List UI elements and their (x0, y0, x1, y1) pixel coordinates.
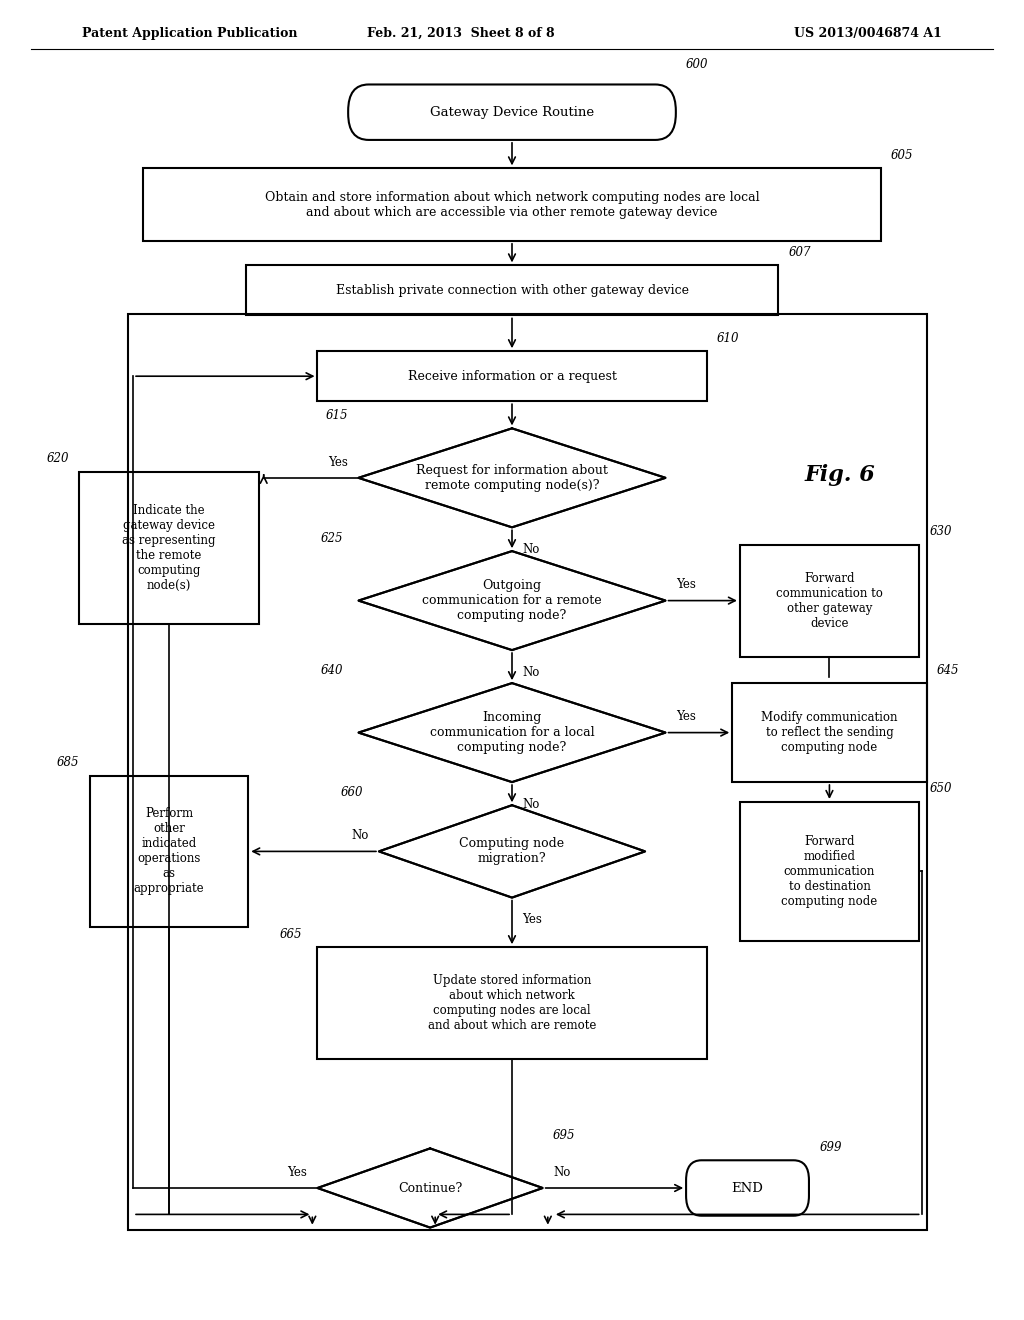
Bar (80, 473, 258, 624)
Text: Feb. 21, 2013  Sheet 8 of 8: Feb. 21, 2013 Sheet 8 of 8 (367, 26, 555, 40)
Text: 600: 600 (686, 58, 709, 71)
Text: Yes: Yes (329, 455, 348, 469)
Text: 645: 645 (937, 664, 959, 676)
Bar (143, 168, 881, 242)
Text: Patent Application Publication: Patent Application Publication (82, 26, 297, 40)
FancyBboxPatch shape (686, 1160, 809, 1216)
Text: Indicate the
gateway device
as representing
the remote
computing
node(s): Indicate the gateway device as represent… (122, 504, 216, 591)
Polygon shape (358, 684, 666, 781)
Text: 685: 685 (57, 756, 80, 768)
Bar (732, 682, 927, 781)
Text: 640: 640 (321, 664, 343, 676)
Text: 610: 610 (717, 331, 739, 345)
Bar (317, 948, 707, 1059)
Text: No: No (522, 544, 540, 556)
Text: Obtain and store information about which network computing nodes are local
and a: Obtain and store information about which… (264, 190, 760, 219)
Text: Yes: Yes (676, 710, 695, 723)
Text: No: No (522, 665, 540, 678)
Text: Update stored information
about which network
computing nodes are local
and abou: Update stored information about which ne… (428, 974, 596, 1032)
Text: Perform
other
indicated
operations
as
appropriate: Perform other indicated operations as ap… (134, 808, 204, 895)
Text: 625: 625 (321, 532, 343, 544)
Text: Fig. 6: Fig. 6 (804, 465, 876, 486)
Text: END: END (731, 1181, 764, 1195)
Text: 605: 605 (891, 149, 913, 162)
Text: 665: 665 (280, 928, 302, 940)
Text: Forward
modified
communication
to destination
computing node: Forward modified communication to destin… (781, 834, 878, 908)
Polygon shape (379, 805, 645, 898)
Bar (128, 314, 927, 1230)
Text: Continue?: Continue? (398, 1181, 462, 1195)
Text: Computing node
migration?: Computing node migration? (460, 837, 564, 866)
Text: 615: 615 (326, 409, 348, 422)
Text: Request for information about
remote computing node(s)?: Request for information about remote com… (416, 463, 608, 492)
Text: US 2013/0046874 A1: US 2013/0046874 A1 (795, 26, 942, 40)
Polygon shape (358, 552, 666, 649)
Text: 660: 660 (341, 785, 364, 799)
Text: Yes: Yes (676, 578, 695, 591)
Text: 607: 607 (788, 246, 811, 259)
Text: Receive information or a request: Receive information or a request (408, 370, 616, 383)
Polygon shape (317, 1148, 543, 1228)
Bar (246, 265, 778, 315)
Text: Yes: Yes (522, 913, 542, 927)
Text: Forward
communication to
other gateway
device: Forward communication to other gateway d… (776, 572, 883, 630)
Bar (739, 544, 920, 656)
Bar (90, 776, 248, 927)
Text: No: No (553, 1166, 570, 1179)
Bar (317, 351, 707, 401)
Text: 695: 695 (553, 1129, 575, 1142)
Text: Gateway Device Routine: Gateway Device Routine (430, 106, 594, 119)
Text: Establish private connection with other gateway device: Establish private connection with other … (336, 284, 688, 297)
FancyBboxPatch shape (348, 84, 676, 140)
Text: Modify communication
to reflect the sending
computing node: Modify communication to reflect the send… (761, 711, 898, 754)
Text: 630: 630 (930, 525, 951, 539)
Polygon shape (358, 428, 666, 527)
Text: Yes: Yes (288, 1166, 307, 1179)
Text: 699: 699 (819, 1140, 842, 1154)
Text: Incoming
communication for a local
computing node?: Incoming communication for a local compu… (430, 711, 594, 754)
Text: 650: 650 (930, 783, 951, 795)
Bar (739, 801, 920, 940)
Text: Outgoing
communication for a remote
computing node?: Outgoing communication for a remote comp… (422, 579, 602, 622)
Text: No: No (522, 797, 540, 810)
Text: No: No (351, 829, 369, 842)
Text: 620: 620 (47, 453, 70, 466)
